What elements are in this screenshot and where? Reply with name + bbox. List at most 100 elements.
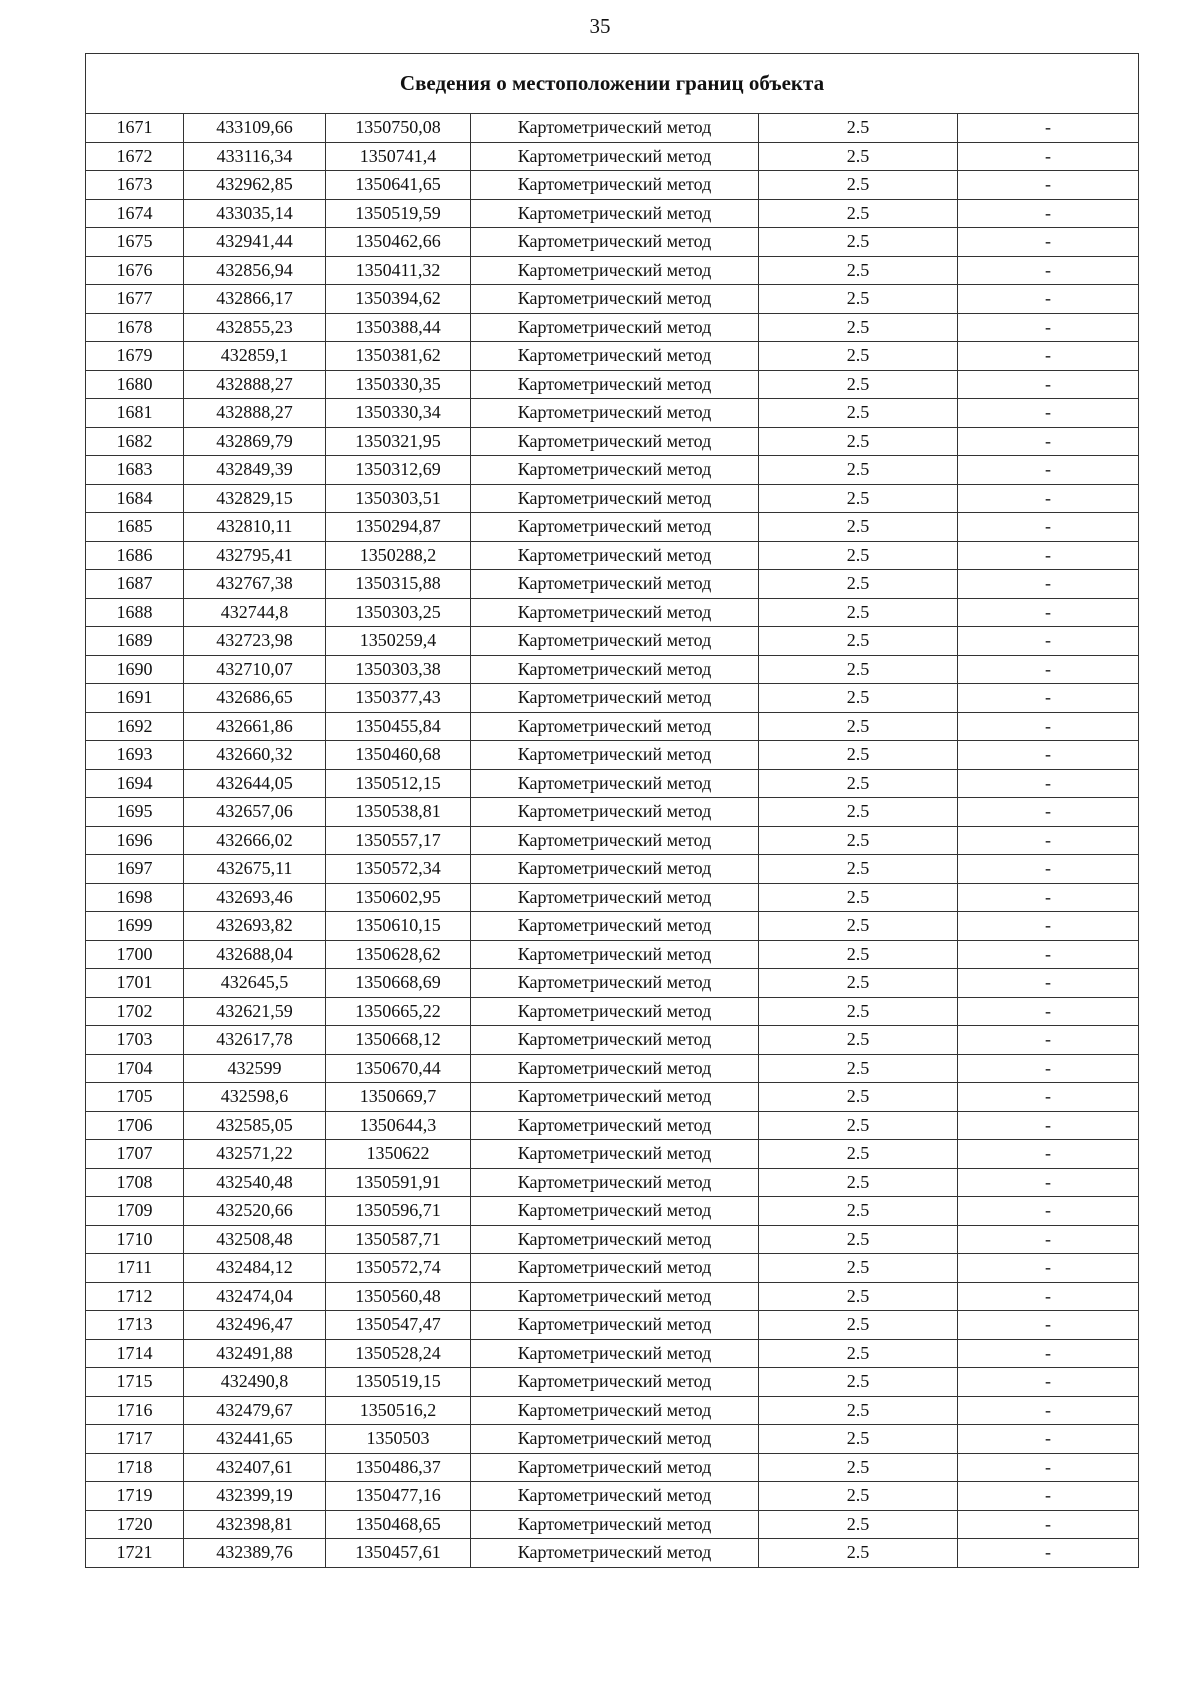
x-coordinate-cell: 432571,22 (183, 1139, 326, 1169)
table-row: 1708 432540,48 1350591,91 Картометрический … (85, 1167, 1140, 1197)
x-coordinate-cell: 432490,8 (183, 1367, 326, 1397)
x-coordinate-cell: 432479,67 (183, 1395, 326, 1425)
note-cell: - (956, 740, 1140, 770)
accuracy-cell: 2.5 (758, 1082, 958, 1112)
point-number-cell: 1712 (85, 1281, 184, 1311)
y-coordinate-cell: 1350503 (325, 1424, 471, 1454)
y-coordinate-cell: 1350519,59 (325, 198, 471, 228)
accuracy-cell: 2.5 (758, 1139, 958, 1169)
method-cell: Картометрический метод (470, 1338, 759, 1368)
table-title: Сведения о местоположении границ объекта (84, 53, 1140, 114)
point-number-cell: 1707 (85, 1139, 184, 1169)
accuracy-cell: 2.5 (758, 882, 958, 912)
accuracy-cell: 2.5 (758, 1281, 958, 1311)
point-number-cell: 1697 (85, 854, 184, 884)
x-coordinate-cell: 432441,65 (183, 1424, 326, 1454)
point-number-cell: 1717 (85, 1424, 184, 1454)
table-row: 1714 432491,88 1350528,24 Картометрический … (85, 1338, 1140, 1368)
method-cell: Картометрический метод (470, 369, 759, 399)
accuracy-cell: 2.5 (758, 170, 958, 200)
note-cell: - (956, 426, 1140, 456)
accuracy-cell: 2.5 (758, 654, 958, 684)
point-number-cell: 1674 (85, 198, 184, 228)
table-row: 1721 432389,76 1350457,61 Картометрический … (85, 1538, 1140, 1568)
accuracy-cell: 2.5 (758, 255, 958, 285)
table-row: 1677 432866,17 1350394,62 Картометрический … (85, 284, 1140, 314)
method-cell: Картометрический метод (470, 341, 759, 371)
note-cell: - (956, 1053, 1140, 1083)
point-number-cell: 1690 (85, 654, 184, 684)
point-number-cell: 1678 (85, 312, 184, 342)
accuracy-cell: 2.5 (758, 968, 958, 998)
x-coordinate-cell: 432389,76 (183, 1538, 326, 1568)
accuracy-cell: 2.5 (758, 1395, 958, 1425)
accuracy-cell: 2.5 (758, 341, 958, 371)
x-coordinate-cell: 432859,1 (183, 341, 326, 371)
method-cell: Картометрический метод (470, 1053, 759, 1083)
note-cell: - (956, 198, 1140, 228)
note-cell: - (956, 312, 1140, 342)
note-cell: - (956, 939, 1140, 969)
method-cell: Картометрический метод (470, 113, 759, 143)
x-coordinate-cell: 432657,06 (183, 797, 326, 827)
x-coordinate-cell: 433116,34 (183, 141, 326, 171)
point-number-cell: 1679 (85, 341, 184, 371)
point-number-cell: 1700 (85, 939, 184, 969)
accuracy-cell: 2.5 (758, 1224, 958, 1254)
note-cell: - (956, 1253, 1140, 1283)
note-cell: - (956, 1509, 1140, 1539)
note-cell: - (956, 825, 1140, 855)
x-coordinate-cell: 432693,46 (183, 882, 326, 912)
point-number-cell: 1704 (85, 1053, 184, 1083)
point-number-cell: 1693 (85, 740, 184, 770)
y-coordinate-cell: 1350394,62 (325, 284, 471, 314)
table-row: 1693 432660,32 1350460,68 Картометрический … (85, 740, 1140, 770)
table-row: 1713 432496,47 1350547,47 Картометрический … (85, 1310, 1140, 1340)
y-coordinate-cell: 1350519,15 (325, 1367, 471, 1397)
method-cell: Картометрический метод (470, 455, 759, 485)
y-coordinate-cell: 1350596,71 (325, 1196, 471, 1226)
y-coordinate-cell: 1350411,32 (325, 255, 471, 285)
method-cell: Картометрический метод (470, 1452, 759, 1482)
accuracy-cell: 2.5 (758, 455, 958, 485)
accuracy-cell: 2.5 (758, 398, 958, 428)
method-cell: Картометрический метод (470, 569, 759, 599)
accuracy-cell: 2.5 (758, 626, 958, 656)
y-coordinate-cell: 1350644,3 (325, 1110, 471, 1140)
method-cell: Картометрический метод (470, 626, 759, 656)
y-coordinate-cell: 1350468,65 (325, 1509, 471, 1539)
y-coordinate-cell: 1350477,16 (325, 1481, 471, 1511)
point-number-cell: 1682 (85, 426, 184, 456)
table-row: 1694 432644,05 1350512,15 Картометрический … (85, 768, 1140, 798)
y-coordinate-cell: 1350547,47 (325, 1310, 471, 1340)
y-coordinate-cell: 1350303,38 (325, 654, 471, 684)
y-coordinate-cell: 1350528,24 (325, 1338, 471, 1368)
table-row: 1717 432441,65 1350503 Картометрический мет… (85, 1424, 1140, 1454)
accuracy-cell: 2.5 (758, 1053, 958, 1083)
accuracy-cell: 2.5 (758, 1424, 958, 1454)
method-cell: Картометрический метод (470, 939, 759, 969)
table-row: 1690 432710,07 1350303,38 Картометрический … (85, 654, 1140, 684)
table-row: 1699 432693,82 1350610,15 Картометрический … (85, 911, 1140, 941)
accuracy-cell: 2.5 (758, 825, 958, 855)
x-coordinate-cell: 432856,94 (183, 255, 326, 285)
x-coordinate-cell: 432598,6 (183, 1082, 326, 1112)
note-cell: - (956, 255, 1140, 285)
method-cell: Картометрический метод (470, 227, 759, 257)
note-cell: - (956, 227, 1140, 257)
table-row: 1671 433109,66 1350750,08 Картометрический … (85, 113, 1140, 143)
method-cell: Картометрический метод (470, 711, 759, 741)
method-cell: Картометрический метод (470, 1082, 759, 1112)
accuracy-cell: 2.5 (758, 227, 958, 257)
point-number-cell: 1683 (85, 455, 184, 485)
note-cell: - (956, 882, 1140, 912)
accuracy-cell: 2.5 (758, 1167, 958, 1197)
method-cell: Картометрический метод (470, 198, 759, 228)
table-row: 1704 432599 1350670,44 Картометрический мет… (85, 1053, 1140, 1083)
method-cell: Картометрический метод (470, 1139, 759, 1169)
method-cell: Картометрический метод (470, 654, 759, 684)
x-coordinate-cell: 432474,04 (183, 1281, 326, 1311)
x-coordinate-cell: 432540,48 (183, 1167, 326, 1197)
y-coordinate-cell: 1350516,2 (325, 1395, 471, 1425)
y-coordinate-cell: 1350538,81 (325, 797, 471, 827)
